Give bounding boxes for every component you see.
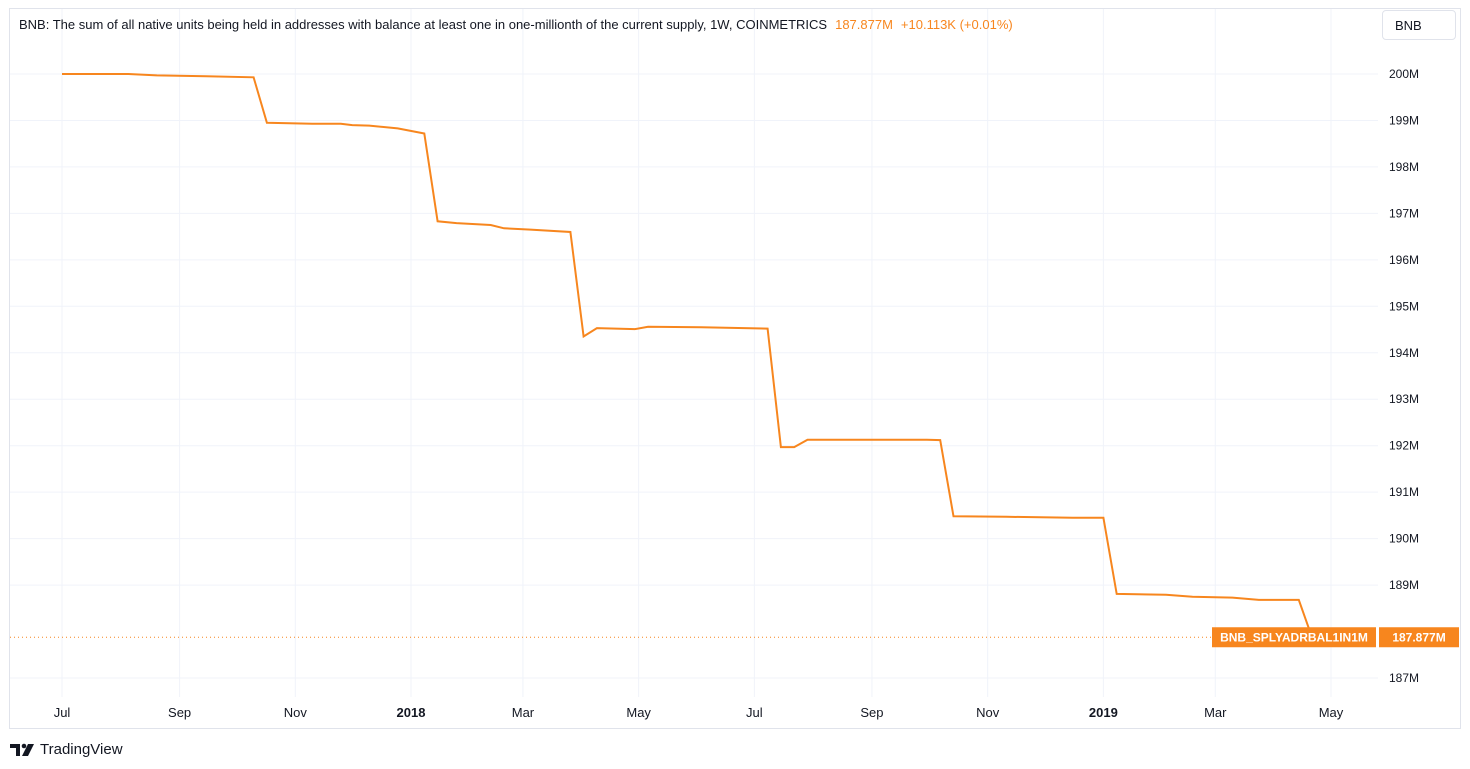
y-tick-label: 199M [1389,113,1419,127]
x-tick-label: Nov [284,705,308,720]
y-tick-label: 190M [1389,532,1419,546]
y-tick-label: 196M [1389,253,1419,267]
y-axis: 200M 199M 198M 197M 196M 195M 194M 193M 192M 191M… [1389,67,1419,685]
legend-title: BNB: The sum of all native units being h… [19,17,828,32]
y-tick-label: 195M [1389,299,1419,313]
y-tick-label: 193M [1389,392,1419,406]
y-tick-label: 194M [1389,346,1419,360]
y-tick-label: 187M [1389,671,1419,685]
x-tick-label: Mar [512,705,535,720]
tradingview-brand[interactable]: TradingView [10,741,123,758]
x-tick-label: 2018 [397,705,426,720]
grid [10,9,1378,697]
x-axis: Jul Sep Nov 2018 Mar May Jul Sep Nov 2019 Mar May [54,705,1344,720]
x-tick-label: Sep [860,705,883,720]
legend-value: 187.877M [835,17,893,32]
x-tick-label: Jul [54,705,71,720]
x-tick-label: 2019 [1089,705,1118,720]
series-name-label-bg [1212,627,1376,648]
series-name-label: BNB_SPLYADRBAL1IN1M [1220,630,1368,644]
tradingview-logo-icon [10,743,34,756]
x-tick-label: Jul [746,705,763,720]
x-tick-label: Mar [1204,705,1227,720]
x-tick-label: May [1319,705,1344,720]
y-tick-label: 189M [1389,578,1419,592]
y-tick-label: 192M [1389,439,1419,453]
x-tick-label: Sep [168,705,191,720]
legend-change: +10.113K (+0.01%) [900,17,1013,32]
x-tick-label: Nov [976,705,1000,720]
series-line [62,73,1313,638]
chart-frame [9,8,1461,729]
last-value-label: 187.877M [1392,630,1445,644]
x-tick-label: May [626,705,651,720]
y-tick-label: 198M [1389,160,1419,174]
last-value-label-bg [1379,627,1459,648]
brand-name: TradingView [40,741,123,758]
symbol-search-box[interactable]: BNB [1382,10,1456,40]
chart-legend: BNB: The sum of all native units being h… [19,17,1013,32]
last-value-labels: BNB_SPLYADRBAL1IN1M 187.877M [1212,627,1459,648]
y-tick-label: 191M [1389,485,1419,499]
y-tick-label: 197M [1389,206,1419,220]
y-tick-label: 200M [1389,67,1419,81]
